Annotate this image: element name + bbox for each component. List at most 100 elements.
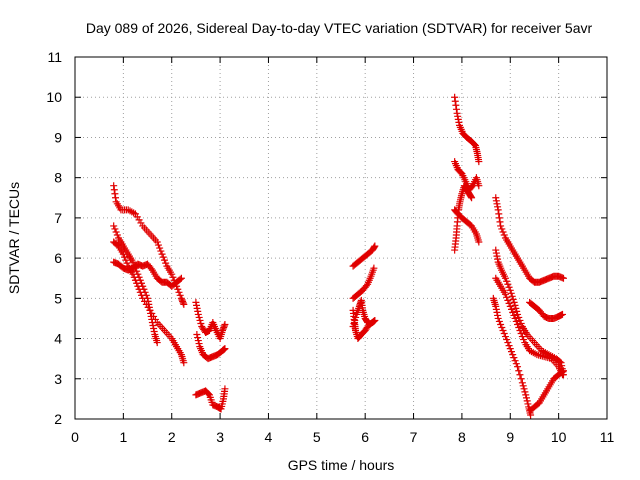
data-point (520, 336, 528, 344)
data-point (492, 302, 500, 310)
data-point (133, 267, 141, 275)
y-tick-label: 5 (54, 290, 62, 306)
data-point (524, 400, 532, 408)
data-point (180, 300, 188, 308)
data-point (518, 333, 526, 341)
data-point (507, 305, 515, 313)
data-point (495, 214, 503, 222)
data-point (503, 277, 511, 285)
data-point (521, 388, 529, 396)
data-point (204, 390, 212, 398)
data-point (556, 358, 564, 366)
data-point (496, 218, 504, 226)
data-point (138, 291, 145, 299)
data-point (362, 282, 370, 290)
x-tick-label: 11 (600, 429, 615, 445)
plot-frame (74, 56, 608, 420)
data-point (179, 297, 187, 305)
data-point (371, 242, 379, 250)
x-tick-label: 5 (313, 429, 321, 445)
data-point (150, 325, 158, 332)
data-point (112, 228, 120, 236)
data-point (512, 317, 520, 325)
data-points (110, 93, 567, 419)
data-point (174, 285, 182, 293)
data-point (177, 274, 185, 282)
data-point (493, 200, 501, 208)
data-point (492, 197, 500, 205)
data-point (221, 385, 229, 393)
data-point (113, 231, 121, 239)
data-point (499, 228, 507, 236)
data-point (493, 252, 501, 260)
data-point (507, 289, 515, 297)
data-point (370, 264, 378, 272)
data-point (508, 292, 516, 300)
data-point (470, 140, 478, 148)
data-point (557, 359, 565, 367)
data-point (349, 322, 357, 330)
data-point (514, 320, 522, 328)
data-point (154, 241, 162, 249)
data-point (505, 342, 513, 350)
data-point (512, 360, 520, 368)
data-point (112, 194, 120, 202)
y-tick-label: 7 (54, 210, 62, 226)
data-point (219, 327, 227, 335)
data-point (501, 274, 509, 282)
y-tick-label: 3 (54, 371, 62, 387)
x-tick-label: 10 (551, 429, 567, 445)
data-point (500, 330, 508, 338)
data-point (517, 375, 525, 383)
data-point (454, 115, 462, 123)
data-point (194, 334, 202, 342)
data-point (453, 109, 461, 117)
data-point (522, 394, 530, 402)
data-point (194, 310, 202, 318)
data-point (111, 190, 119, 198)
data-point (160, 256, 168, 264)
data-point (129, 258, 137, 266)
data-point (454, 112, 462, 120)
data-point (451, 97, 459, 105)
data-point (511, 301, 519, 309)
data-point (518, 379, 526, 387)
data-point (509, 351, 517, 359)
data-point (509, 295, 517, 303)
series-track-5 (192, 298, 229, 343)
data-point (559, 310, 567, 318)
data-point (513, 307, 521, 315)
series-track-11 (349, 296, 372, 330)
chart-title: Day 089 of 2026, Sidereal Day-to-day VTE… (86, 20, 593, 36)
data-point (192, 298, 200, 306)
y-tick-label: 8 (54, 170, 62, 186)
data-point (523, 397, 531, 405)
series-track-17 (492, 246, 567, 379)
series-track-4 (110, 258, 185, 290)
data-point (509, 308, 517, 316)
series-track-20 (526, 298, 567, 322)
data-point (176, 291, 184, 299)
data-point (507, 348, 515, 356)
x-tick-label: 8 (458, 429, 466, 445)
x-tick-label: 0 (71, 429, 79, 445)
data-point (492, 246, 500, 254)
data-point (501, 290, 509, 298)
data-point (194, 337, 202, 345)
data-point (494, 311, 502, 319)
axis-ticks (74, 56, 608, 420)
data-point (221, 345, 229, 353)
data-point (110, 222, 118, 230)
y-tick-label: 11 (47, 49, 62, 65)
data-point (153, 238, 161, 246)
data-point (150, 328, 158, 336)
data-point (498, 225, 506, 233)
data-point (475, 182, 483, 190)
grid (75, 57, 607, 419)
data-point (196, 316, 204, 324)
data-point (220, 322, 228, 330)
y-axis-label: SDTVAR / TECUs (6, 182, 22, 294)
x-tick-label: 7 (410, 429, 418, 445)
data-point (504, 296, 512, 304)
x-tick-label: 9 (506, 429, 514, 445)
